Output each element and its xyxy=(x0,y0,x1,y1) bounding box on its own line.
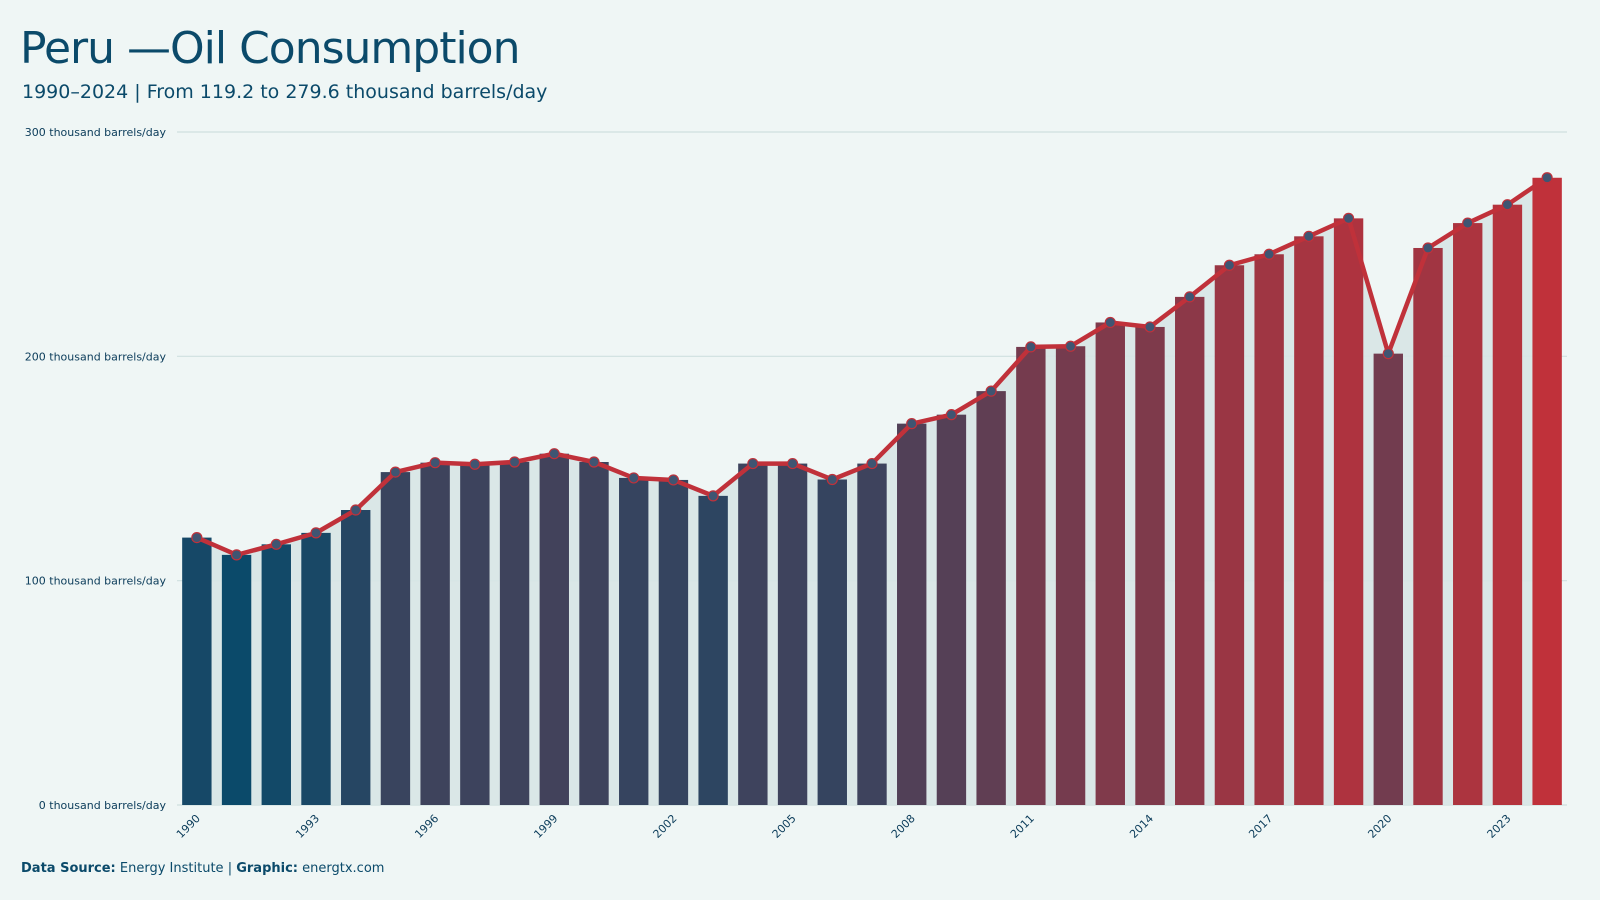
graphic-value: energtx.com xyxy=(302,861,385,876)
bar xyxy=(539,453,569,805)
x-tick-label: 1996 xyxy=(412,812,441,841)
source-value: Energy Institute xyxy=(119,861,224,876)
marker-layer xyxy=(191,172,1553,561)
bar xyxy=(1175,296,1205,805)
x-tick-label: 2011 xyxy=(1008,812,1037,841)
bar xyxy=(857,463,887,805)
x-tick-label: 2008 xyxy=(889,812,918,841)
x-tick-label: 1990 xyxy=(174,812,203,841)
bar xyxy=(976,391,1006,805)
y-axis-ticks: 0 thousand barrels/day 100 thousand barre… xyxy=(25,126,167,812)
data-point xyxy=(1303,230,1315,242)
footer-separator: | xyxy=(227,861,233,876)
bar xyxy=(1333,218,1364,805)
data-point xyxy=(310,527,322,539)
data-point xyxy=(786,457,799,470)
data-point xyxy=(747,457,759,470)
bar xyxy=(738,463,768,805)
bar xyxy=(380,472,411,805)
data-point xyxy=(270,538,282,550)
chart-subtitle: 1990–2024 | From 119.2 to 279.6 thousand… xyxy=(22,81,548,103)
bar xyxy=(936,414,967,805)
y-tick-label: 300 thousand barrels/day xyxy=(25,126,167,139)
bar xyxy=(619,477,649,805)
bar xyxy=(261,544,291,805)
x-tick-label: 2017 xyxy=(1246,812,1275,841)
bar xyxy=(1055,346,1086,805)
bar xyxy=(817,479,847,805)
data-point xyxy=(985,385,997,397)
x-tick-label: 2023 xyxy=(1485,812,1514,841)
x-tick-label: 2005 xyxy=(770,812,799,841)
x-tick-label: 2002 xyxy=(651,812,680,841)
graphic-label: Graphic: xyxy=(236,861,298,876)
bar xyxy=(1135,326,1165,805)
data-point xyxy=(1025,341,1037,353)
oil-consumption-chart: 0 thousand barrels/day 100 thousand barre… xyxy=(25,126,1567,841)
data-point xyxy=(628,472,640,484)
bar xyxy=(1373,353,1403,805)
data-point xyxy=(945,409,958,421)
y-tick-label: 100 thousand barrels/day xyxy=(25,575,167,588)
data-point xyxy=(588,456,600,468)
bar xyxy=(221,554,252,805)
data-point xyxy=(191,531,203,544)
bar xyxy=(420,462,450,805)
x-tick-label: 2020 xyxy=(1365,812,1394,841)
x-axis-ticks: 1990 1993 1996 1999 2002 2005 2008 2011 2014 2017… xyxy=(174,812,1514,841)
bar xyxy=(1294,236,1324,805)
data-point xyxy=(469,458,481,470)
data-point xyxy=(350,504,362,516)
data-point xyxy=(548,448,560,460)
data-point xyxy=(1342,212,1355,224)
x-tick-label: 2014 xyxy=(1127,812,1156,841)
data-point xyxy=(508,456,521,468)
bar xyxy=(1254,254,1284,806)
bar xyxy=(1016,346,1046,805)
bar xyxy=(499,461,530,805)
data-point xyxy=(1462,217,1474,229)
data-point xyxy=(1541,172,1553,184)
bar xyxy=(698,495,728,805)
data-point xyxy=(1104,316,1116,329)
bar xyxy=(777,463,808,805)
bar-layer xyxy=(182,177,1562,806)
x-tick-label: 1993 xyxy=(293,812,322,841)
data-point xyxy=(1144,321,1156,333)
source-label: Data Source: xyxy=(21,861,116,876)
data-point xyxy=(707,490,719,502)
y-tick-label: 0 thousand barrels/day xyxy=(39,799,167,812)
bar xyxy=(1413,247,1443,805)
data-point xyxy=(230,549,243,561)
data-point xyxy=(866,457,878,470)
data-point xyxy=(826,473,838,486)
data-point xyxy=(1064,340,1077,352)
data-point xyxy=(389,466,402,478)
bar xyxy=(1214,265,1245,805)
x-tick-label: 1999 xyxy=(531,812,560,841)
data-point xyxy=(1184,291,1196,303)
bar xyxy=(182,537,212,805)
chart-title: Peru —Oil Consumption xyxy=(20,23,520,74)
bar xyxy=(658,479,689,805)
bar xyxy=(1492,204,1523,806)
bar xyxy=(579,461,609,805)
bar xyxy=(460,464,490,805)
data-point xyxy=(1382,348,1394,360)
data-point xyxy=(667,474,680,486)
bar xyxy=(301,532,331,805)
data-point xyxy=(906,418,918,430)
data-point xyxy=(1501,199,1514,211)
data-point xyxy=(1223,259,1236,271)
bar xyxy=(1532,177,1562,805)
data-point xyxy=(429,457,441,469)
bar xyxy=(341,510,371,805)
bar xyxy=(1453,223,1483,805)
footer: Data Source: Energy Institute | Graphic:… xyxy=(21,860,384,878)
data-point xyxy=(1263,248,1275,260)
data-point xyxy=(1422,242,1434,254)
bar xyxy=(1095,322,1125,805)
y-tick-label: 200 thousand barrels/day xyxy=(25,350,167,363)
bar xyxy=(897,423,927,805)
